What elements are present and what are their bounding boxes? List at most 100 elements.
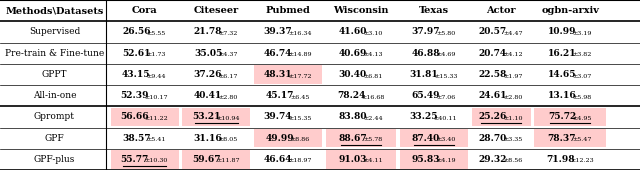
Text: 20.57: 20.57 xyxy=(479,27,507,36)
Text: 41.60: 41.60 xyxy=(339,27,367,36)
Text: 14.65: 14.65 xyxy=(548,70,576,79)
Text: 75.72: 75.72 xyxy=(548,112,576,121)
Text: GPF-plus: GPF-plus xyxy=(34,155,75,164)
Text: ±9.44: ±9.44 xyxy=(147,73,166,79)
Text: 25.26: 25.26 xyxy=(479,112,507,121)
Text: 13.16: 13.16 xyxy=(548,91,576,100)
Text: 31.16: 31.16 xyxy=(194,134,222,143)
Text: 30.40: 30.40 xyxy=(339,70,367,79)
Bar xyxy=(400,129,468,147)
Text: ±4.37: ±4.37 xyxy=(218,52,237,57)
Text: 40.69: 40.69 xyxy=(339,49,367,58)
Text: 53.21: 53.21 xyxy=(192,112,221,121)
Text: ±4.12: ±4.12 xyxy=(503,52,523,57)
Text: ±1.97: ±1.97 xyxy=(503,73,522,79)
Text: ±40.11: ±40.11 xyxy=(434,116,458,121)
Text: ±11.87: ±11.87 xyxy=(216,158,240,164)
Text: ±7.06: ±7.06 xyxy=(436,95,455,100)
Text: Supervised: Supervised xyxy=(29,27,80,36)
Text: 65.49: 65.49 xyxy=(412,91,440,100)
Text: ±5.55: ±5.55 xyxy=(147,31,166,36)
Text: ±4.19: ±4.19 xyxy=(436,158,456,164)
Text: Actor: Actor xyxy=(486,6,516,15)
Text: ±6.17: ±6.17 xyxy=(218,73,237,79)
Text: Wisconsin: Wisconsin xyxy=(333,6,388,15)
Text: ±12.23: ±12.23 xyxy=(570,158,594,164)
Text: 71.98: 71.98 xyxy=(546,155,575,164)
Text: 46.88: 46.88 xyxy=(412,49,440,58)
Text: ±5.98: ±5.98 xyxy=(572,95,591,100)
Bar xyxy=(254,65,322,84)
Text: 56.66: 56.66 xyxy=(120,112,149,121)
Text: ±3.07: ±3.07 xyxy=(572,73,591,79)
Text: 83.80: 83.80 xyxy=(339,112,367,121)
Text: ±1.10: ±1.10 xyxy=(503,116,523,121)
Text: ±5.80: ±5.80 xyxy=(436,31,455,36)
Text: 88.67: 88.67 xyxy=(339,134,367,143)
Text: ±8.05: ±8.05 xyxy=(218,137,237,142)
Text: 35.05: 35.05 xyxy=(194,49,222,58)
Text: 33.25: 33.25 xyxy=(410,112,438,121)
Text: 95.83: 95.83 xyxy=(412,155,440,164)
Bar xyxy=(534,129,606,147)
Text: 28.70: 28.70 xyxy=(479,134,507,143)
Text: GPPT: GPPT xyxy=(42,70,67,79)
Text: ±15.33: ±15.33 xyxy=(434,73,458,79)
Text: ±5.41: ±5.41 xyxy=(147,137,166,142)
Bar xyxy=(472,108,531,126)
Text: 78.24: 78.24 xyxy=(337,91,365,100)
Text: ±15.35: ±15.35 xyxy=(288,116,312,121)
Text: ±8.86: ±8.86 xyxy=(290,137,309,142)
Text: 22.58: 22.58 xyxy=(479,70,507,79)
Text: ±16.34: ±16.34 xyxy=(288,31,312,36)
Text: ±8.56: ±8.56 xyxy=(503,158,522,164)
Bar xyxy=(400,150,468,169)
Text: ±3.19: ±3.19 xyxy=(572,31,591,36)
Text: ±7.32: ±7.32 xyxy=(218,31,237,36)
Text: ±4.11: ±4.11 xyxy=(363,158,383,164)
Text: 78.37: 78.37 xyxy=(548,134,576,143)
Text: 40.41: 40.41 xyxy=(194,91,222,100)
Text: 16.21: 16.21 xyxy=(548,49,576,58)
Text: 43.15: 43.15 xyxy=(122,70,150,79)
Text: 55.77: 55.77 xyxy=(120,155,148,164)
Text: 39.37: 39.37 xyxy=(264,27,292,36)
Text: ±6.81: ±6.81 xyxy=(363,73,382,79)
Text: 91.03: 91.03 xyxy=(339,155,367,164)
Text: 39.74: 39.74 xyxy=(264,112,292,121)
Text: ±11.22: ±11.22 xyxy=(145,116,168,121)
Bar xyxy=(182,108,250,126)
Bar xyxy=(182,150,250,169)
Text: ±5.47: ±5.47 xyxy=(572,137,591,142)
Text: ±4.47: ±4.47 xyxy=(503,31,523,36)
Text: 21.78: 21.78 xyxy=(194,27,222,36)
Text: Citeseer: Citeseer xyxy=(194,6,239,15)
Text: 38.57: 38.57 xyxy=(122,134,150,143)
Text: Cora: Cora xyxy=(132,6,157,15)
Text: ±3.82: ±3.82 xyxy=(572,52,591,57)
Text: ±4.13: ±4.13 xyxy=(363,52,383,57)
Text: 37.26: 37.26 xyxy=(194,70,222,79)
Text: ±3.10: ±3.10 xyxy=(363,31,382,36)
Text: ±4.95: ±4.95 xyxy=(572,116,591,121)
Text: ±14.89: ±14.89 xyxy=(288,52,312,57)
Text: Pre-train & Fine-tune: Pre-train & Fine-tune xyxy=(4,49,104,58)
Text: 48.31: 48.31 xyxy=(264,70,292,79)
Text: ±2.80: ±2.80 xyxy=(503,95,522,100)
Text: Gprompt: Gprompt xyxy=(34,112,75,121)
Text: 45.17: 45.17 xyxy=(266,91,294,100)
Text: 52.61: 52.61 xyxy=(122,49,150,58)
Bar xyxy=(111,150,179,169)
Text: All-in-one: All-in-one xyxy=(33,91,76,100)
Text: ±5.78: ±5.78 xyxy=(363,137,382,142)
Text: 46.64: 46.64 xyxy=(264,155,292,164)
Text: ±2.80: ±2.80 xyxy=(218,95,237,100)
Text: ±16.68: ±16.68 xyxy=(361,95,385,100)
Text: GPF: GPF xyxy=(45,134,64,143)
Text: ±10.30: ±10.30 xyxy=(145,158,168,164)
Bar xyxy=(534,108,606,126)
Text: ±2.44: ±2.44 xyxy=(363,116,383,121)
Text: ±4.69: ±4.69 xyxy=(436,52,455,57)
Text: Pubmed: Pubmed xyxy=(266,6,310,15)
Bar xyxy=(111,108,179,126)
